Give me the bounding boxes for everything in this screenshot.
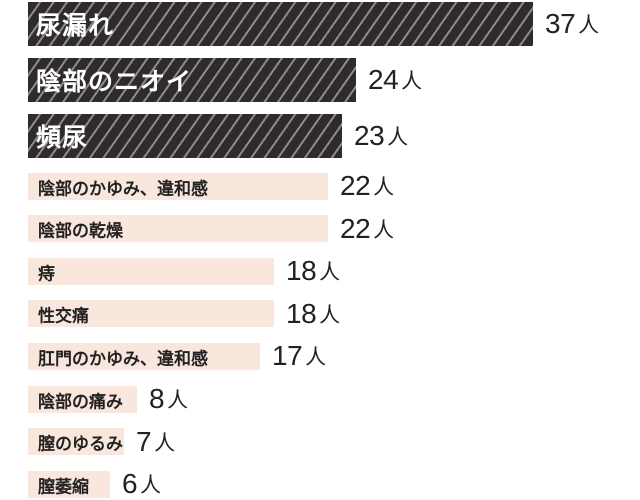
bar-label-9: 陰部の痛み bbox=[38, 392, 123, 412]
bar-11: 膣萎縮 bbox=[28, 471, 110, 498]
bar-9: 陰部の痛み bbox=[28, 386, 137, 413]
value-number: 7 bbox=[136, 426, 152, 457]
value-number: 18 bbox=[286, 255, 317, 286]
bar-1: 尿漏れ bbox=[28, 2, 533, 46]
bar-6: 痔 bbox=[28, 258, 274, 285]
bar-10: 膣のゆるみ bbox=[28, 428, 124, 455]
value-label-2: 24 人 bbox=[368, 64, 422, 96]
value-unit: 人 bbox=[578, 13, 600, 37]
bar-label-4: 陰部のかゆみ、違和感 bbox=[38, 179, 208, 199]
value-unit: 人 bbox=[373, 218, 395, 242]
bar-8: 肛門のかゆみ、違和感 bbox=[28, 343, 260, 370]
value-label-5: 22 人 bbox=[340, 213, 394, 245]
bar-label-8: 肛門のかゆみ、違和感 bbox=[38, 349, 208, 369]
value-number: 6 bbox=[122, 468, 138, 499]
bar-label-2: 陰部のニオイ bbox=[36, 67, 193, 96]
bar-5: 陰部の乾燥 bbox=[28, 215, 328, 242]
bar-7: 性交痛 bbox=[28, 300, 274, 327]
value-label-8: 17 人 bbox=[272, 340, 326, 372]
value-label-6: 18 人 bbox=[286, 255, 340, 287]
value-unit: 人 bbox=[387, 125, 409, 149]
value-unit: 人 bbox=[401, 69, 423, 93]
bar-label-6: 痔 bbox=[38, 264, 55, 284]
value-number: 17 bbox=[272, 340, 303, 371]
value-unit: 人 bbox=[154, 431, 176, 455]
bar-2: 陰部のニオイ bbox=[28, 58, 356, 102]
bar-label-7: 性交痛 bbox=[38, 306, 89, 326]
value-unit: 人 bbox=[305, 345, 327, 369]
bar-label-11: 膣萎縮 bbox=[38, 477, 89, 497]
value-unit: 人 bbox=[319, 303, 341, 327]
value-number: 23 bbox=[354, 120, 385, 151]
value-number: 8 bbox=[149, 383, 165, 414]
bar-label-5: 陰部の乾燥 bbox=[38, 221, 123, 241]
value-number: 37 bbox=[545, 8, 576, 39]
bar-3: 頻尿 bbox=[28, 114, 342, 158]
value-number: 24 bbox=[368, 64, 399, 95]
value-unit: 人 bbox=[167, 388, 189, 412]
value-number: 18 bbox=[286, 298, 317, 329]
value-number: 22 bbox=[340, 213, 371, 244]
value-label-1: 37 人 bbox=[545, 8, 599, 40]
value-unit: 人 bbox=[140, 473, 162, 497]
bar-label-10: 膣のゆるみ bbox=[38, 434, 123, 454]
bar-4: 陰部のかゆみ、違和感 bbox=[28, 173, 328, 200]
bar-label-1: 尿漏れ bbox=[36, 11, 115, 40]
value-label-3: 23 人 bbox=[354, 120, 408, 152]
value-number: 22 bbox=[340, 170, 371, 201]
value-unit: 人 bbox=[319, 260, 341, 284]
value-label-7: 18 人 bbox=[286, 298, 340, 330]
value-label-4: 22 人 bbox=[340, 170, 394, 202]
value-unit: 人 bbox=[373, 175, 395, 199]
bar-label-3: 頻尿 bbox=[36, 123, 89, 152]
